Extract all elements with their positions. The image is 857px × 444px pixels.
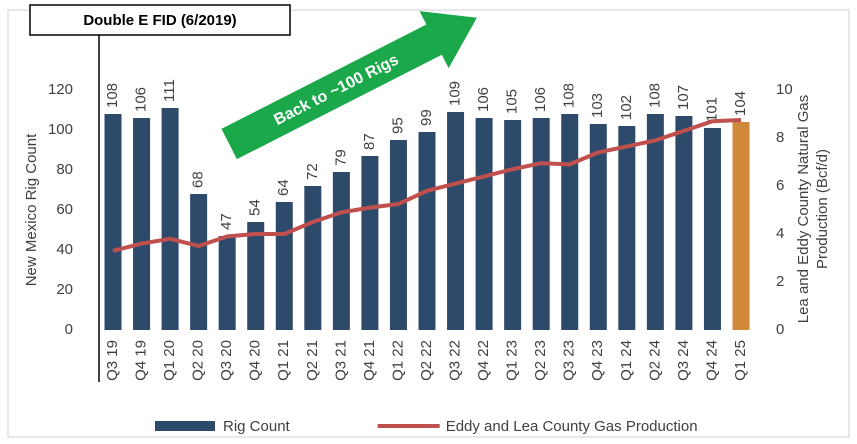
x-tick-label: Q1 21 [275, 340, 292, 381]
bar [361, 156, 379, 330]
y-tick-label: 100 [48, 121, 73, 138]
line [112, 118, 742, 253]
bar [133, 118, 151, 330]
y-tick-label: 0 [65, 321, 73, 338]
bar [104, 114, 122, 330]
bar [275, 202, 293, 330]
x-tick-label: Q3 20 [218, 340, 235, 381]
y-tick-label: 120 [48, 81, 73, 98]
legend-swatch [155, 421, 215, 431]
bar [618, 126, 636, 330]
fid-box [29, 4, 291, 36]
x-tick-label: Q2 23 [532, 340, 549, 381]
bar [218, 236, 236, 330]
x-tick-label: Q3 21 [332, 340, 349, 381]
bar [247, 222, 265, 330]
value-label: 108 [104, 83, 121, 108]
value-label: 79 [332, 149, 349, 166]
x-tick-label: Q4 23 [589, 340, 606, 381]
y2-tick-label: 10 [776, 81, 793, 98]
x-tick-label: Q3 22 [447, 340, 464, 381]
bar [447, 112, 465, 330]
value-label: 64 [275, 179, 292, 196]
x-tick-label: Q2 22 [418, 340, 435, 381]
legend-label: Eddy and Lea County Gas Production [446, 418, 698, 435]
x-tick-label: Q4 21 [361, 340, 378, 381]
y2-tick-label: 2 [776, 273, 784, 290]
value-label: 68 [190, 171, 207, 188]
value-label: 111 [161, 79, 178, 102]
value-label: 106 [475, 87, 492, 112]
x-tick-label: Q1 20 [161, 340, 178, 381]
legend-label: Rig Count [223, 418, 291, 435]
x-tick-label: Q2 24 [646, 340, 663, 381]
value-label: 105 [504, 89, 521, 114]
bar [561, 114, 579, 330]
value-label: 101 [703, 97, 720, 122]
chart-border [7, 9, 850, 438]
y-tick-label: 60 [56, 201, 73, 218]
value-label: 87 [361, 133, 378, 150]
bar [732, 122, 750, 330]
x-tick-label: Q1 25 [732, 340, 749, 381]
y-tick-label: 20 [56, 281, 73, 298]
bar [532, 118, 550, 330]
y-tick-label: 40 [56, 241, 73, 258]
y2-tick-label: 4 [776, 225, 784, 242]
y2-axis-title: Lea and Eddy County Natural Gas Producti… [795, 94, 831, 324]
value-label: 99 [418, 109, 435, 126]
bar [589, 124, 607, 330]
y2-tick-label: 8 [776, 129, 784, 146]
bar [475, 118, 493, 330]
bar [646, 114, 664, 330]
bar [304, 186, 322, 330]
value-label: 95 [389, 117, 406, 134]
y2-tick-label: 6 [776, 177, 784, 194]
bar [389, 140, 407, 330]
bar [190, 194, 208, 330]
value-label: 47 [218, 213, 235, 230]
value-label: 106 [532, 87, 549, 112]
value-label: 108 [561, 83, 578, 108]
value-label: 106 [133, 87, 150, 112]
x-tick-label: Q1 24 [618, 340, 635, 381]
arrow-label: Back to ~100 Rigs [271, 51, 401, 129]
bar [504, 120, 522, 330]
x-tick-label: Q2 20 [190, 340, 207, 381]
value-label: 54 [247, 199, 264, 216]
x-tick-label: Q4 24 [703, 340, 720, 381]
value-label: 108 [646, 83, 663, 108]
x-tick-label: Q4 20 [247, 340, 264, 381]
bar [161, 108, 179, 330]
value-label: 104 [732, 91, 749, 116]
y2-tick-label: 0 [776, 321, 784, 338]
x-tick-label: Q3 24 [675, 340, 692, 381]
x-tick-label: Q1 22 [389, 340, 406, 381]
y-axis-title: New Mexico Rig Count [23, 133, 40, 286]
fid-label: Double E FID (6/2019) [83, 12, 236, 29]
arrow-shape [221, 11, 477, 160]
y-tick-label: 80 [56, 161, 73, 178]
value-label: 72 [304, 163, 321, 180]
value-label: 102 [618, 95, 635, 120]
value-label: 107 [675, 85, 692, 110]
bar [418, 132, 436, 330]
bar [675, 116, 693, 330]
x-tick-label: Q4 19 [133, 340, 150, 381]
x-tick-label: Q4 22 [475, 340, 492, 381]
x-tick-label: Q3 23 [561, 340, 578, 381]
value-label: 109 [447, 81, 464, 106]
bar [703, 128, 721, 330]
value-label: 103 [589, 93, 606, 118]
x-tick-label: Q2 21 [304, 340, 321, 381]
x-tick-label: Q3 19 [104, 340, 121, 381]
x-tick-label: Q1 23 [504, 340, 521, 381]
bar [332, 172, 350, 330]
